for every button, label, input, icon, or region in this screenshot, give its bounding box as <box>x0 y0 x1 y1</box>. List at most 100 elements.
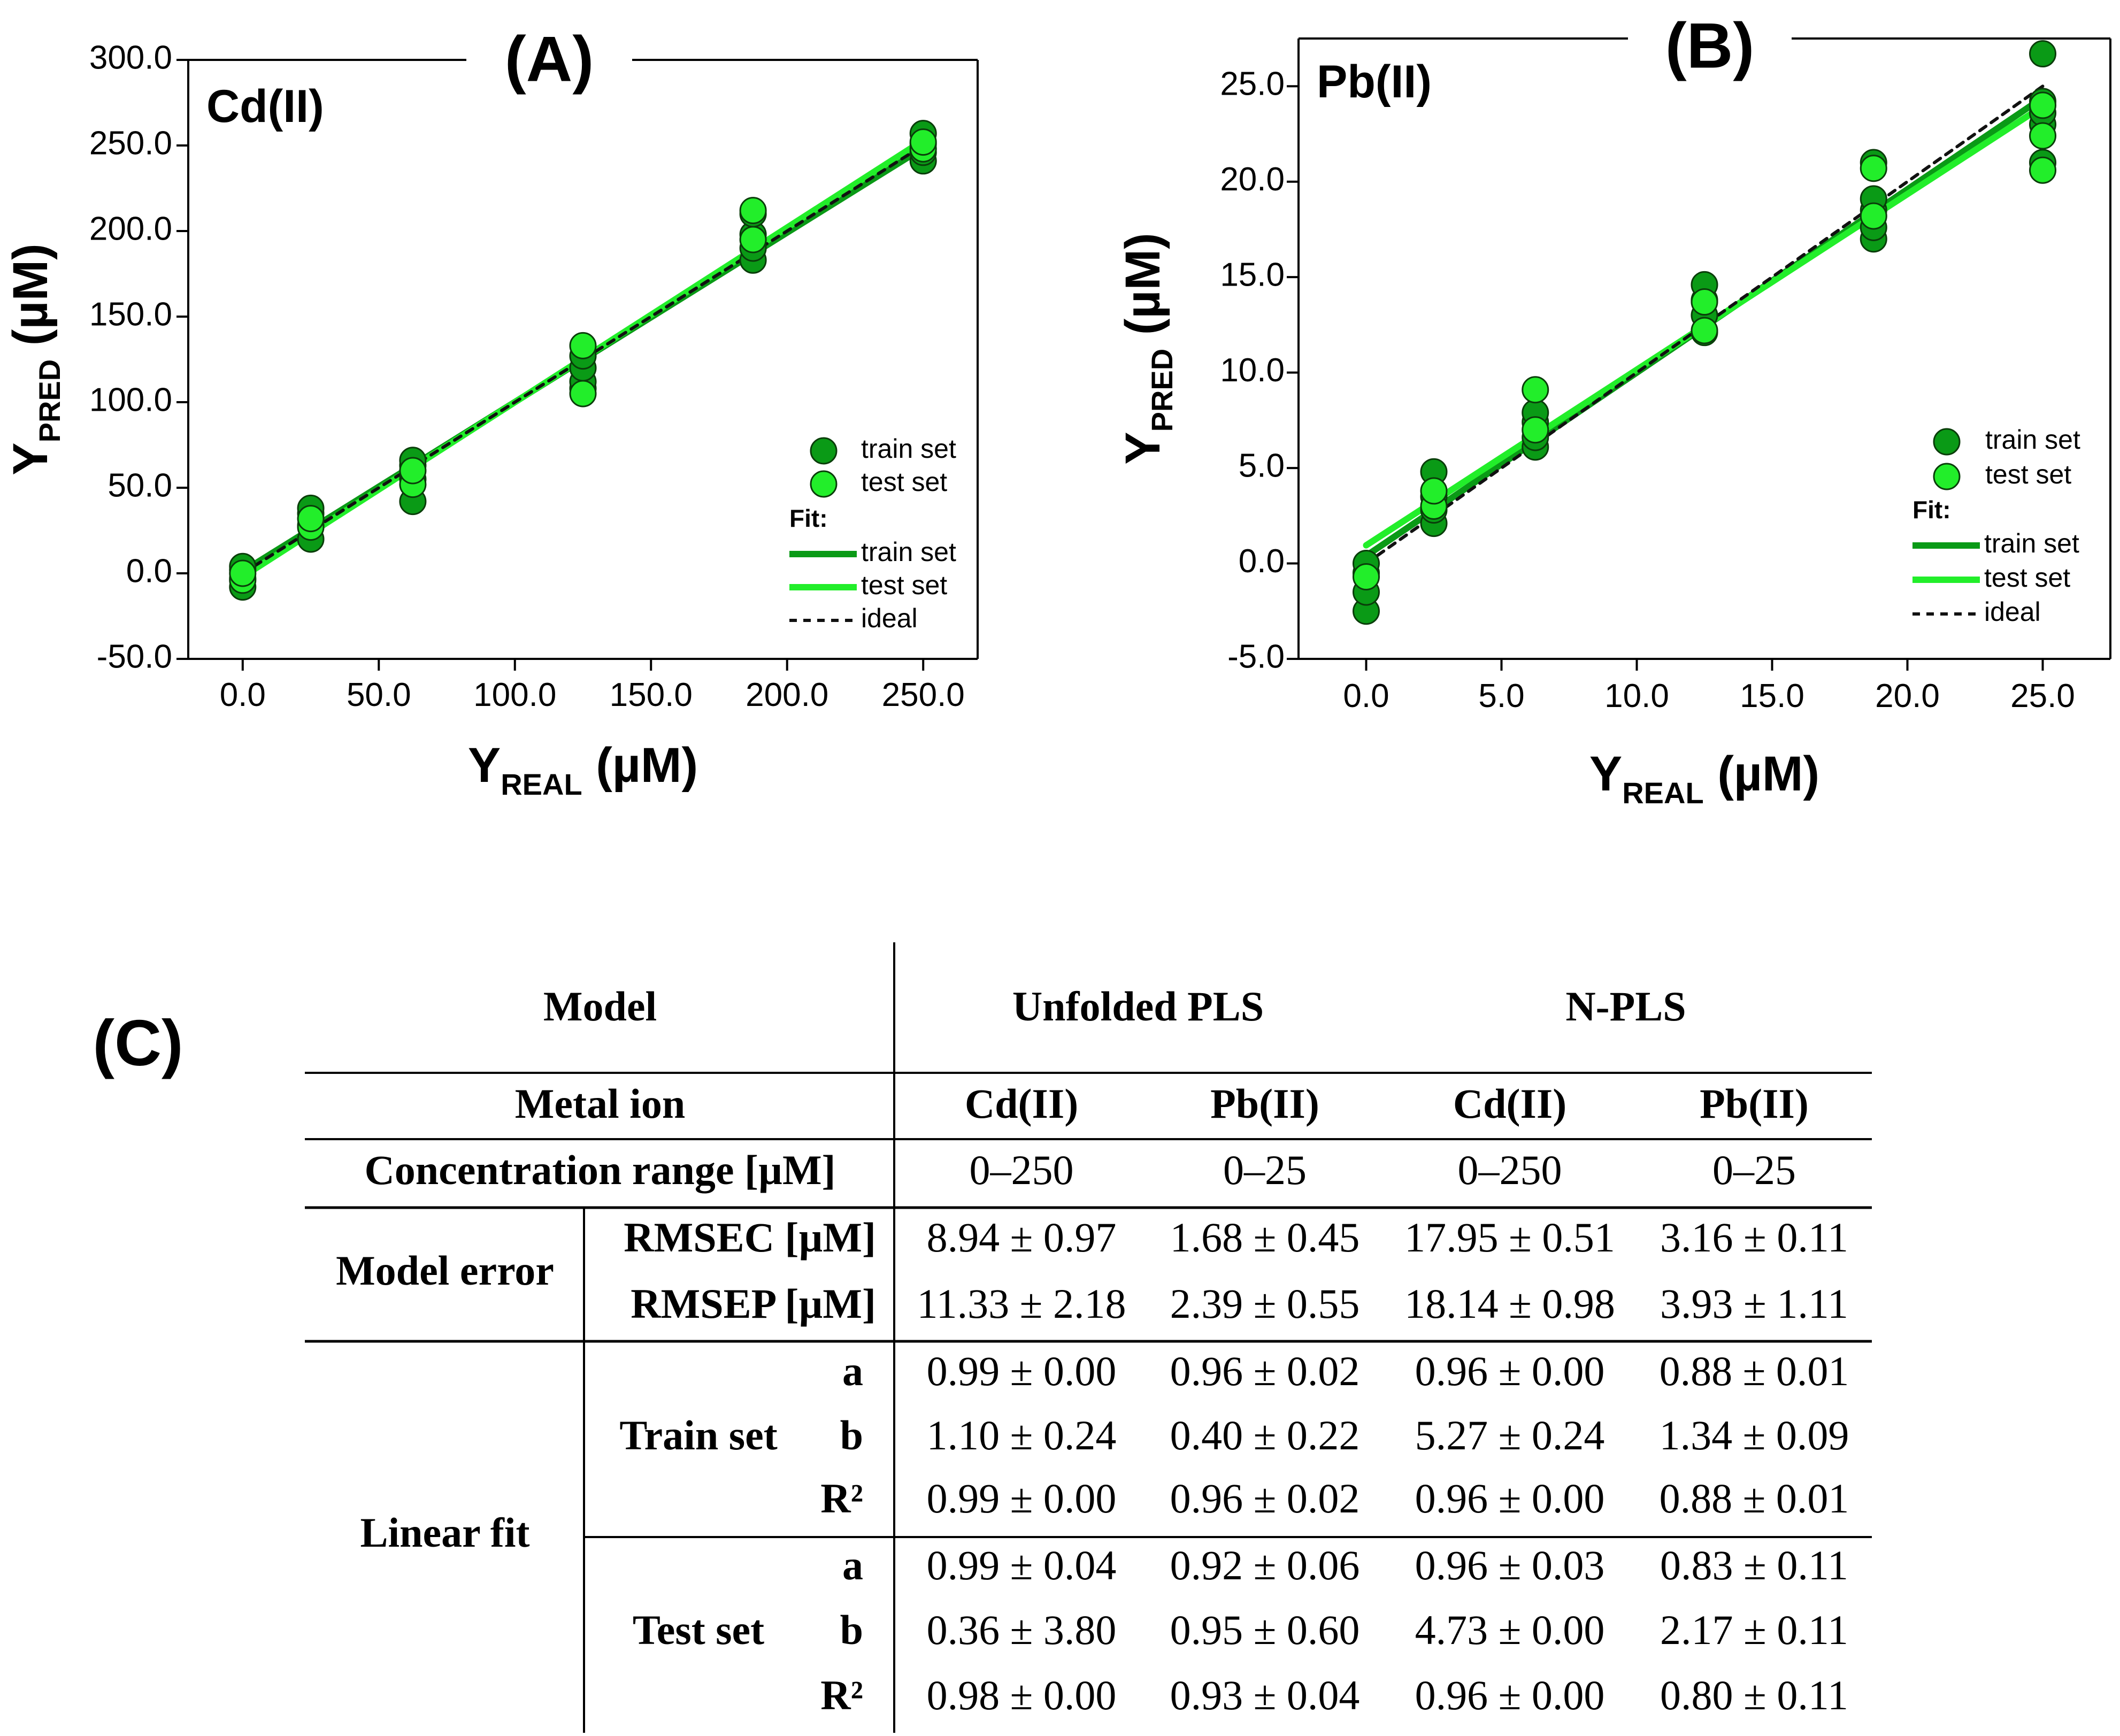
conc-cell: 0–250 <box>970 1147 1074 1193</box>
x-axis-label-unit: (µM) <box>582 738 698 793</box>
y-axis-label: YPRED (µM) <box>3 243 66 475</box>
y-tick-label: 25.0 <box>1220 66 1285 103</box>
panel-label: (A) <box>505 24 594 95</box>
test-point <box>1691 288 1718 316</box>
y-tick-label: -5.0 <box>1227 638 1285 675</box>
linear-fit-cell: 0.99 ± 0.00 <box>927 1475 1117 1522</box>
linear-fit-cell: 4.73 ± 0.00 <box>1415 1607 1605 1653</box>
y-tick-label: 5.0 <box>1239 447 1285 484</box>
legend-test-marker <box>1933 463 1961 490</box>
linear-fit-cell: 5.27 ± 0.24 <box>1415 1412 1605 1458</box>
x-axis-label-sub: REAL <box>1622 776 1703 810</box>
linear-fit-cell: 0.96 ± 0.03 <box>1415 1542 1605 1588</box>
conc-cell: 0–250 <box>1458 1147 1562 1193</box>
linear-fit-cell: 0.83 ± 0.11 <box>1660 1542 1848 1588</box>
x-tick-label: 0.0 <box>1343 678 1389 715</box>
model-error-cell: 11.33 ± 2.18 <box>917 1280 1126 1327</box>
metal-cell: Cd(II) <box>1453 1080 1566 1127</box>
y-axis-label: YPRED (µM) <box>1116 233 1179 464</box>
linear-fit-param: a <box>842 1348 863 1394</box>
y-tick-label: 150.0 <box>89 296 172 333</box>
model-error-row-name: RMSEC [µM] <box>624 1214 876 1261</box>
legend-fit-title: Fit: <box>789 504 828 532</box>
y-tick-label: 10.0 <box>1220 352 1285 389</box>
y-axis-label-sub: PRED <box>33 359 66 443</box>
legend-fit-label: test set <box>861 570 947 600</box>
x-tick-label: 20.0 <box>1875 678 1940 715</box>
test-point <box>909 128 937 156</box>
y-axis-label-sub: PRED <box>1145 349 1179 432</box>
linear-fit-cell: 0.96 ± 0.00 <box>1415 1475 1605 1522</box>
header-conc-range: Concentration range [µM] <box>364 1147 835 1193</box>
linear-fit-cell: 0.88 ± 0.01 <box>1660 1348 1849 1394</box>
test-point <box>739 197 767 225</box>
header-model: Model <box>543 983 657 1030</box>
x-axis-label: YREAL (µM) <box>468 738 698 801</box>
y-axis-label-main: Y <box>1116 432 1170 464</box>
conc-cell: 0–25 <box>1712 1147 1796 1193</box>
x-tick-label: 10.0 <box>1604 678 1669 715</box>
legend-fit-label: ideal <box>1984 597 2041 627</box>
legend-test-label: test set <box>861 467 947 497</box>
test-point <box>1522 416 1549 444</box>
x-tick-label: 250.0 <box>882 677 965 713</box>
legend-fit-label: train set <box>861 537 956 567</box>
y-tick-label: -50.0 <box>97 638 172 675</box>
x-axis-label-main: Y <box>1589 747 1622 801</box>
test-point <box>739 226 767 254</box>
linear-fit-cell: 0.40 ± 0.22 <box>1170 1412 1360 1458</box>
linear-fit-param: R² <box>820 1672 863 1718</box>
linear-fit-group-name: Train set <box>619 1412 777 1458</box>
linear-fit-cell: 0.98 ± 0.00 <box>927 1672 1117 1718</box>
legend-train-marker <box>1933 428 1961 456</box>
y-tick-label: 100.0 <box>89 381 172 418</box>
legend-fit-label: test set <box>1984 563 2070 593</box>
panel-title: Cd(II) <box>206 81 324 132</box>
legend-test-label: test set <box>1985 459 2071 489</box>
linear-fit-cell: 0.93 ± 0.04 <box>1170 1672 1360 1718</box>
test-point <box>229 559 257 587</box>
x-tick-label: 200.0 <box>746 677 828 713</box>
panel-a: (A) Cd(II) 0.0 50.0 100.0 150.0 200.0 250.0 -50.… <box>3 24 979 801</box>
x-tick-label: 50.0 <box>347 677 411 713</box>
fit-line-ideal <box>1364 85 2045 565</box>
test-point <box>1860 155 1887 182</box>
linear-fit-param: R² <box>820 1475 863 1522</box>
y-tick-label: 50.0 <box>107 467 172 504</box>
test-point <box>1353 563 1380 591</box>
legend-train-label: train set <box>1985 425 2080 455</box>
linear-fit-cell: 0.80 ± 0.11 <box>1660 1672 1848 1718</box>
x-tick-label: 100.0 <box>473 677 556 713</box>
test-point <box>399 457 427 485</box>
x-tick-label: 25.0 <box>2010 678 2075 715</box>
y-tick-label: 250.0 <box>89 125 172 162</box>
x-axis-label-unit: (µM) <box>1704 747 1819 801</box>
test-point <box>569 380 597 408</box>
linear-fit-cell: 0.96 ± 0.02 <box>1170 1475 1360 1522</box>
y-axis-label-unit: (µM) <box>1116 233 1170 348</box>
linear-fit-param: b <box>840 1607 863 1653</box>
y-tick-label: 15.0 <box>1220 257 1285 294</box>
linear-fit-cell: 0.92 ± 0.06 <box>1170 1542 1360 1588</box>
y-tick-label: 0.0 <box>1239 543 1285 580</box>
y-axis-label-unit: (µM) <box>3 243 58 359</box>
header-unfolded-pls: Unfolded PLS <box>1012 983 1264 1030</box>
model-error-label: Model error <box>336 1247 554 1294</box>
legend-train-label: train set <box>861 434 956 464</box>
panel-title: Pb(II) <box>1317 56 1432 107</box>
test-point <box>1691 317 1718 344</box>
model-error-cell: 3.93 ± 1.11 <box>1660 1280 1848 1327</box>
model-error-cell: 18.14 ± 0.98 <box>1404 1280 1615 1327</box>
linear-fit-cell: 0.88 ± 0.01 <box>1660 1475 1849 1522</box>
linear-fit-cell: 0.96 ± 0.02 <box>1170 1348 1360 1394</box>
test-point <box>2029 122 2056 150</box>
linear-fit-cell: 2.17 ± 0.11 <box>1660 1607 1848 1653</box>
y-tick-label: 0.0 <box>126 552 172 589</box>
model-error-cell: 17.95 ± 0.51 <box>1404 1214 1615 1261</box>
test-point <box>297 505 325 533</box>
x-axis-label-sub: REAL <box>501 767 582 801</box>
metal-cell: Cd(II) <box>965 1080 1078 1127</box>
y-tick-label: 300.0 <box>89 39 172 76</box>
test-point <box>2029 156 2056 184</box>
